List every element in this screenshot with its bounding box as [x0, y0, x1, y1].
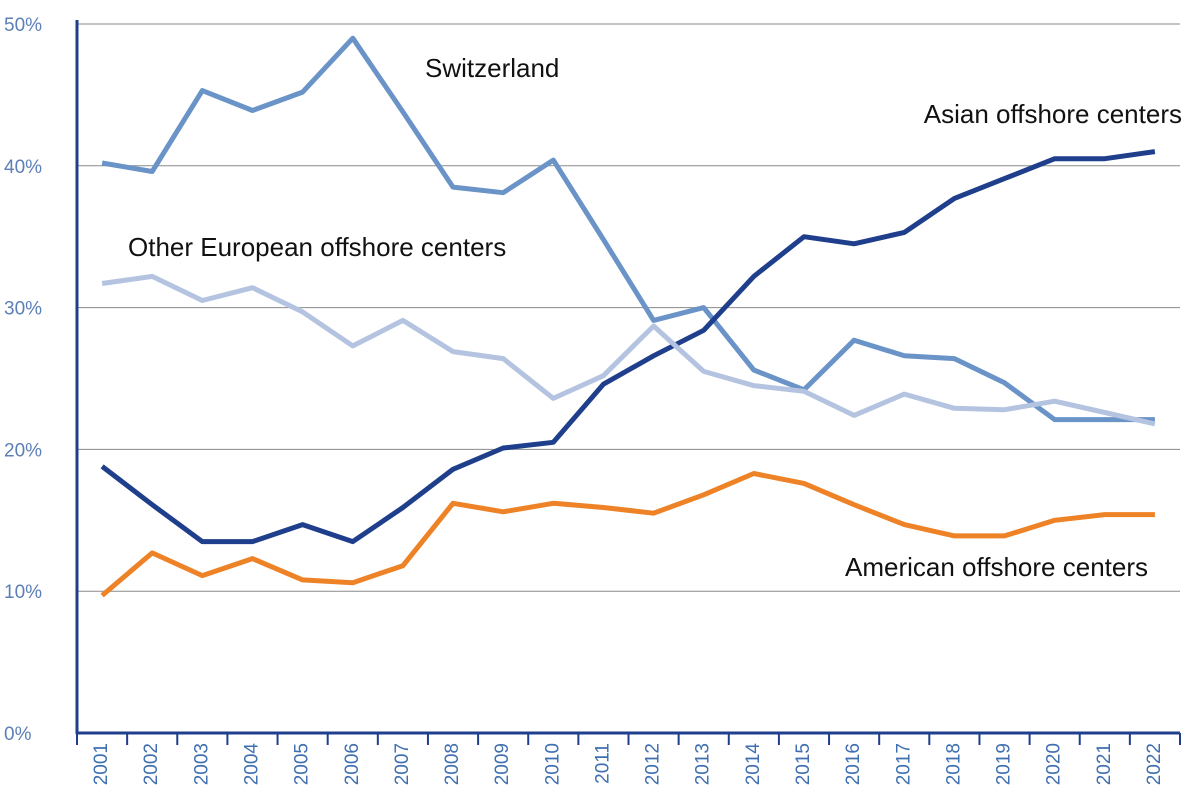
x-tick-label: 2019 [994, 743, 1015, 785]
series-line [101, 273, 1156, 427]
x-tick-label: 2022 [1144, 743, 1165, 785]
x-tick-label: 2001 [91, 743, 112, 785]
x-tick-label: 2005 [292, 743, 313, 785]
y-tick-label: 0% [4, 724, 32, 745]
x-tick-label: 2007 [392, 743, 413, 785]
x-tick-label: 2010 [542, 743, 563, 785]
series-line [100, 471, 1155, 598]
series-line [100, 149, 1156, 545]
x-tick-label: 2006 [342, 743, 363, 785]
x-tick-label: 2004 [241, 743, 262, 786]
series-line [101, 35, 1155, 423]
x-tick-label: 2017 [893, 743, 914, 785]
series-label: Asian offshore centers [924, 99, 1182, 129]
x-tick-label: 2020 [1044, 743, 1065, 785]
x-tick-label: 2003 [191, 743, 212, 785]
y-tick-label: 40% [4, 157, 42, 178]
x-tick-label: 2013 [693, 743, 714, 785]
series-label: Other European offshore centers [128, 232, 506, 262]
x-tick-label: 2014 [743, 743, 764, 786]
x-tick-label: 2002 [141, 743, 162, 785]
y-tick-label: 10% [4, 582, 42, 603]
x-tick-label: 2015 [793, 743, 814, 785]
x-tick-label: 2021 [1094, 743, 1115, 785]
x-tick-label: 2011 [592, 743, 613, 784]
x-tick-label: 2009 [492, 743, 513, 785]
series-label: Switzerland [425, 53, 559, 83]
y-tick-label: 20% [4, 440, 42, 461]
y-tick-label: 50% [4, 15, 42, 36]
x-tick-label: 2008 [442, 743, 463, 785]
x-tick-label: 2016 [843, 743, 864, 785]
x-tick-label: 2012 [643, 743, 664, 785]
x-tick-label: 2018 [943, 743, 964, 785]
y-tick-label: 30% [4, 299, 42, 320]
series-label: American offshore centers [845, 552, 1148, 582]
